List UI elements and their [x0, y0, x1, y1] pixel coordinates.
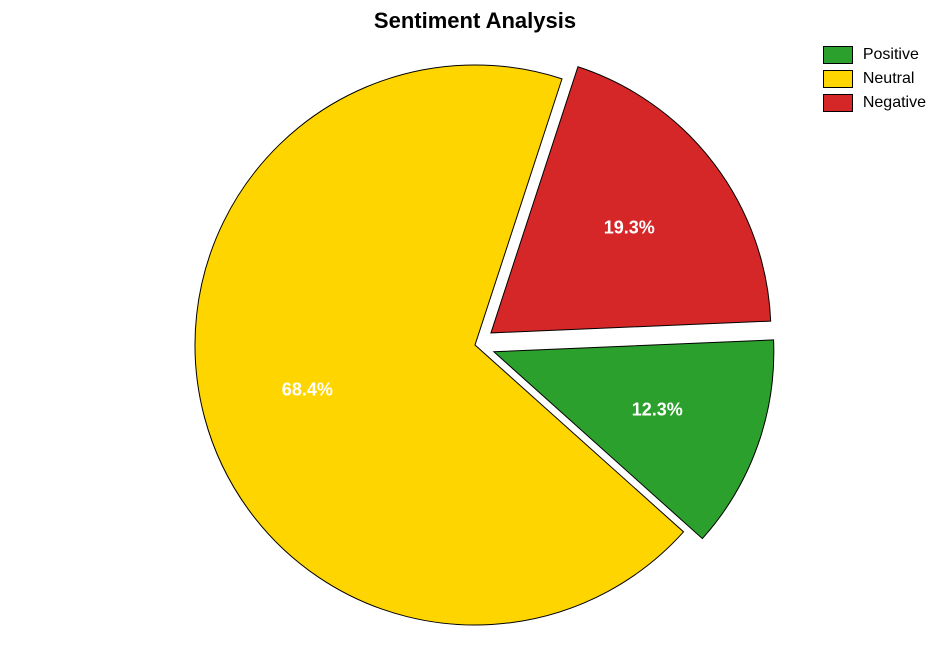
- legend-label-negative: Negative: [863, 94, 926, 112]
- slice-label-positive: 12.3%: [632, 400, 683, 421]
- legend-swatch-negative: [823, 94, 853, 112]
- legend-swatch-positive: [823, 46, 853, 64]
- legend-item-positive: Positive: [823, 46, 926, 64]
- legend: Positive Neutral Negative: [823, 46, 926, 118]
- legend-swatch-neutral: [823, 70, 853, 88]
- slice-label-neutral: 68.4%: [282, 379, 333, 400]
- chart-container: Sentiment Analysis Positive Neutral Nega…: [0, 0, 950, 662]
- legend-item-negative: Negative: [823, 94, 926, 112]
- pie-chart: [0, 0, 950, 662]
- legend-label-positive: Positive: [863, 46, 919, 64]
- legend-label-neutral: Neutral: [863, 70, 915, 88]
- legend-item-neutral: Neutral: [823, 70, 926, 88]
- slice-label-negative: 19.3%: [604, 218, 655, 239]
